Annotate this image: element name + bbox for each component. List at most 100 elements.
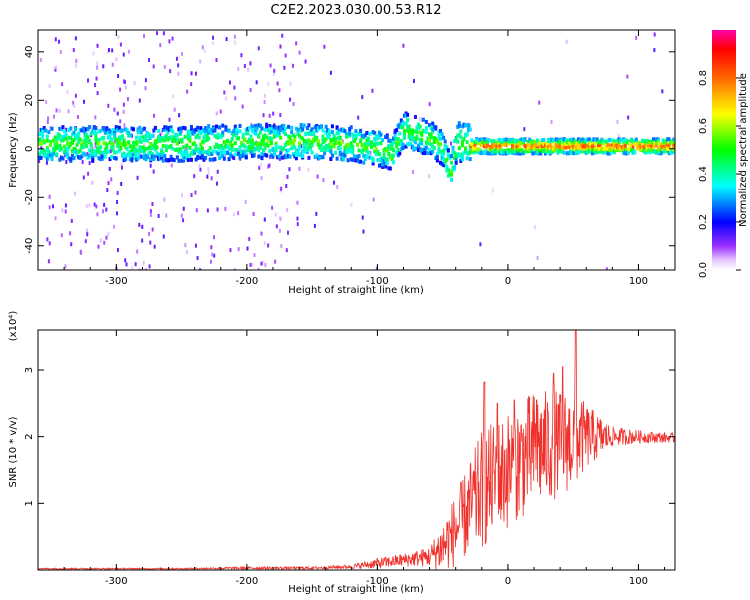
spectrogram-band-cell xyxy=(565,140,569,145)
spectrogram-band-cell xyxy=(128,155,132,160)
spectrogram-band-cell xyxy=(384,147,388,152)
spectrogram-band-cell xyxy=(141,127,145,132)
spectrogram-band-cell xyxy=(113,135,117,140)
spectrogram-band-cell xyxy=(440,156,444,161)
spectrogram-band-cell xyxy=(298,152,302,157)
spectrogram-band-cell xyxy=(460,157,464,162)
spectrogram-band-cell xyxy=(645,150,649,155)
spectrogram-band-cell xyxy=(360,143,364,148)
spectrogram-band-cell xyxy=(324,130,328,135)
spectrogram-band-cell xyxy=(359,159,363,164)
spectrogram-cell xyxy=(375,266,378,270)
spectrogram-cell xyxy=(74,63,77,68)
spectrogram-band-cell xyxy=(395,128,399,133)
spectrogram-cell xyxy=(323,44,326,49)
spectrogram-band-cell xyxy=(301,136,305,141)
spectrogram-band-cell xyxy=(261,136,265,141)
spectrogram-cell xyxy=(216,207,219,212)
spectrogram-band-cell xyxy=(326,131,330,136)
spectrogram-cell xyxy=(149,240,152,245)
spectrogram-cell xyxy=(64,209,67,214)
spectrogram-cell xyxy=(88,161,91,166)
spectrogram-band-cell xyxy=(108,156,112,161)
spectrogram-cell xyxy=(102,64,105,69)
spectrogram-band-cell xyxy=(56,136,60,141)
spectrogram-band-cell xyxy=(106,149,110,154)
spectrogram-band-cell xyxy=(330,153,334,158)
spectrogram-band-cell xyxy=(316,156,320,161)
spectrogram-band-cell xyxy=(384,164,388,169)
spectrogram-cell xyxy=(233,34,236,39)
spectrogram-band-cell xyxy=(473,140,477,145)
spectrogram-band-cell xyxy=(653,142,657,147)
spectrogram-band-cell xyxy=(543,151,547,156)
spectrogram-band-cell xyxy=(315,135,319,140)
spectrogram-cell xyxy=(86,232,89,237)
spectrogram-band-cell xyxy=(354,136,358,141)
spectrogram-band-cell xyxy=(121,134,125,139)
spectrogram-band-cell xyxy=(366,141,370,146)
spectrogram-cell xyxy=(361,215,364,220)
spectrogram-band-cell xyxy=(501,142,505,147)
spectrogram-band-cell xyxy=(244,131,248,136)
spectrogram-band-cell xyxy=(567,151,571,156)
spectrogram-band-cell xyxy=(518,141,522,146)
spectrogram-band-cell xyxy=(97,129,101,134)
spectrogram-band-cell xyxy=(155,138,159,143)
spectrogram-band-cell xyxy=(185,149,189,154)
spectrogram-band-cell xyxy=(437,146,441,151)
spectrogram-band-cell xyxy=(91,158,95,163)
spectrogram-cell xyxy=(116,111,119,116)
spectrogram-band-cell xyxy=(276,132,280,137)
spectrogram-band-cell xyxy=(597,140,601,145)
spectrogram-band-cell xyxy=(429,151,433,156)
spectrogram-cell xyxy=(142,260,145,265)
spectrogram-cell xyxy=(281,33,284,38)
spectrogram-band-cell xyxy=(205,150,209,155)
spectrogram-band-cell xyxy=(332,134,336,139)
spectrogram-band-cell xyxy=(467,123,471,128)
spectrogram-band-cell xyxy=(69,142,73,147)
spectrogram-band-cell xyxy=(266,143,270,148)
spectrogram-band-cell xyxy=(316,139,320,144)
spectrogram-band-cell xyxy=(464,123,468,128)
spectrogram-cell xyxy=(255,80,258,85)
spectrogram-band-cell xyxy=(562,139,566,144)
spectrogram-band-cell xyxy=(122,158,126,163)
spectrogram-band-cell xyxy=(276,155,280,160)
spectrogram-band-cell xyxy=(667,137,671,142)
spectrogram-band-cell xyxy=(146,138,150,143)
spectrogram-band-cell xyxy=(58,147,62,152)
spectrogram-band-cell xyxy=(421,147,425,152)
spectrogram-band-cell xyxy=(193,141,197,146)
spectrogram-cell xyxy=(61,208,64,213)
spectrogram-band-cell xyxy=(526,142,530,147)
spectrogram-band-cell xyxy=(355,154,359,159)
spectrogram-band-cell xyxy=(454,160,458,165)
spectrogram-band-cell xyxy=(81,126,85,131)
spectrogram-cell xyxy=(148,232,151,237)
spectrogram-band-cell xyxy=(648,150,652,155)
spectrogram-band-cell xyxy=(88,153,92,158)
spectrogram-band-cell xyxy=(268,123,272,128)
spectrogram-band-cell xyxy=(667,143,671,148)
spectrogram-band-cell xyxy=(238,129,242,134)
spectrogram-cell xyxy=(131,266,134,270)
spectrogram-band-cell xyxy=(399,125,403,130)
spectrogram-cell xyxy=(194,71,197,76)
spectrogram-band-cell xyxy=(396,153,400,158)
spectrogram-band-cell xyxy=(194,157,198,162)
spectrogram-cell xyxy=(91,146,94,151)
spectrogram-band-cell xyxy=(230,147,234,152)
spectrogram-band-cell xyxy=(64,136,68,141)
spectrogram-band-cell xyxy=(608,146,612,151)
spectrogram-band-cell xyxy=(645,146,649,151)
spectrogram-cell xyxy=(233,85,236,90)
spectrogram-band-cell xyxy=(511,139,515,144)
spectrogram-cell xyxy=(278,88,281,93)
spectrogram-band-cell xyxy=(321,128,325,133)
spectrogram-band-cell xyxy=(42,149,46,154)
spectrogram-band-cell xyxy=(399,118,403,123)
spectrogram-band-cell xyxy=(277,125,281,130)
spectrogram-cell xyxy=(113,139,116,144)
